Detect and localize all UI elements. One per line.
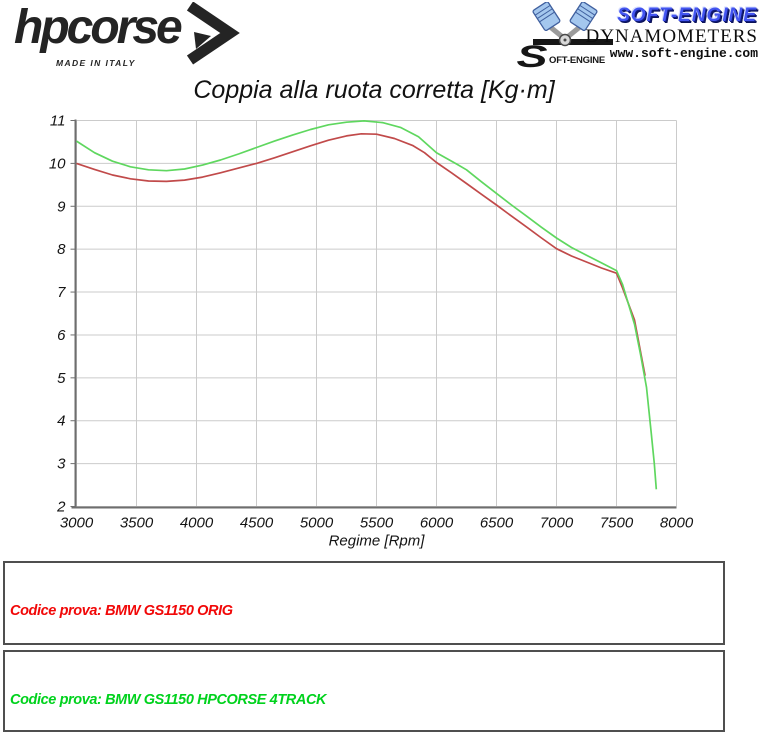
y-axis-ticks <box>70 120 75 507</box>
test-code: Codice prova: BMW GS1150 HPCORSE 4TRACK <box>10 692 327 708</box>
svg-text:8000: 8000 <box>660 515 694 532</box>
svg-text:5500: 5500 <box>360 515 394 532</box>
chart-title: Coppia alla ruota corretta [Kg·m] <box>193 76 555 104</box>
emblem-text: OFT-ENGINE <box>549 55 605 66</box>
axes <box>71 119 677 509</box>
svg-text:6000: 6000 <box>420 515 454 532</box>
svg-text:4: 4 <box>57 413 65 430</box>
results-table-orig: Codice prova: BMW GS1150 ORIG Range di p… <box>3 561 725 733</box>
test-code: Codice prova: BMW GS1150 ORIG <box>10 603 233 619</box>
curve-hpcorse-4track <box>76 120 658 490</box>
piston-right-icon <box>569 2 598 32</box>
svg-text:8: 8 <box>57 241 66 258</box>
svg-text:4500: 4500 <box>240 515 274 532</box>
crank-bar <box>533 39 613 45</box>
emblem-s-letter: S <box>517 39 549 72</box>
hpcorse-wordmark: hpcorse <box>14 1 183 54</box>
svg-text:7000: 7000 <box>540 515 574 532</box>
y-tick-labels: 2 3 4 5 6 7 8 9 10 11 <box>49 113 66 516</box>
table-row: Codice prova: BMW GS1150 ORIG <box>10 602 717 621</box>
svg-text:10: 10 <box>49 155 66 172</box>
table-row: Codice prova: BMW GS1150 HPCORSE 4TRACK <box>10 691 717 710</box>
svg-text:6: 6 <box>57 327 66 344</box>
softengine-website: www.soft-engine.com <box>609 46 758 61</box>
softengine-subtitle: DYNAMOMETERS <box>585 26 758 47</box>
torque-chart: 3000 3500 4000 4500 5000 5500 6000 6500 7000 7500… <box>49 113 694 550</box>
hpcorse-arrow-icon <box>186 2 240 65</box>
svg-text:11: 11 <box>50 113 66 130</box>
piston-left-icon <box>532 2 561 32</box>
results-table-hpcorse: Codice prova: BMW GS1150 HPCORSE 4TRACK … <box>3 650 725 732</box>
svg-text:7500: 7500 <box>600 515 634 532</box>
softengine-logo: S OFT-ENGINE SOFT-ENGINE DYNAMOMETERS ww… <box>511 0 764 72</box>
svg-text:2: 2 <box>56 499 66 516</box>
hpcorse-tagline: MADE IN ITALY <box>56 58 136 68</box>
hpcorse-logo: hpcorse MADE IN ITALY <box>14 1 254 74</box>
svg-text:3: 3 <box>57 456 66 473</box>
softengine-emblem-icon: S OFT-ENGINE <box>517 2 613 72</box>
svg-text:9: 9 <box>57 198 66 215</box>
svg-text:5000: 5000 <box>300 515 334 532</box>
x-axis-title: Regime [Rpm] <box>329 533 426 550</box>
softengine-brand: SOFT-ENGINE <box>617 5 757 26</box>
gridlines <box>76 120 677 507</box>
svg-text:6500: 6500 <box>480 515 514 532</box>
svg-text:7: 7 <box>57 284 66 301</box>
curve-orig <box>76 132 646 376</box>
crank-pin <box>563 38 567 42</box>
svg-text:4000: 4000 <box>180 515 214 532</box>
x-tick-labels: 3000 3500 4000 4500 5000 5500 6000 6500 7000 7500… <box>60 515 694 532</box>
svg-text:3500: 3500 <box>120 515 154 532</box>
svg-text:3000: 3000 <box>60 515 94 532</box>
svg-text:5: 5 <box>57 370 66 387</box>
